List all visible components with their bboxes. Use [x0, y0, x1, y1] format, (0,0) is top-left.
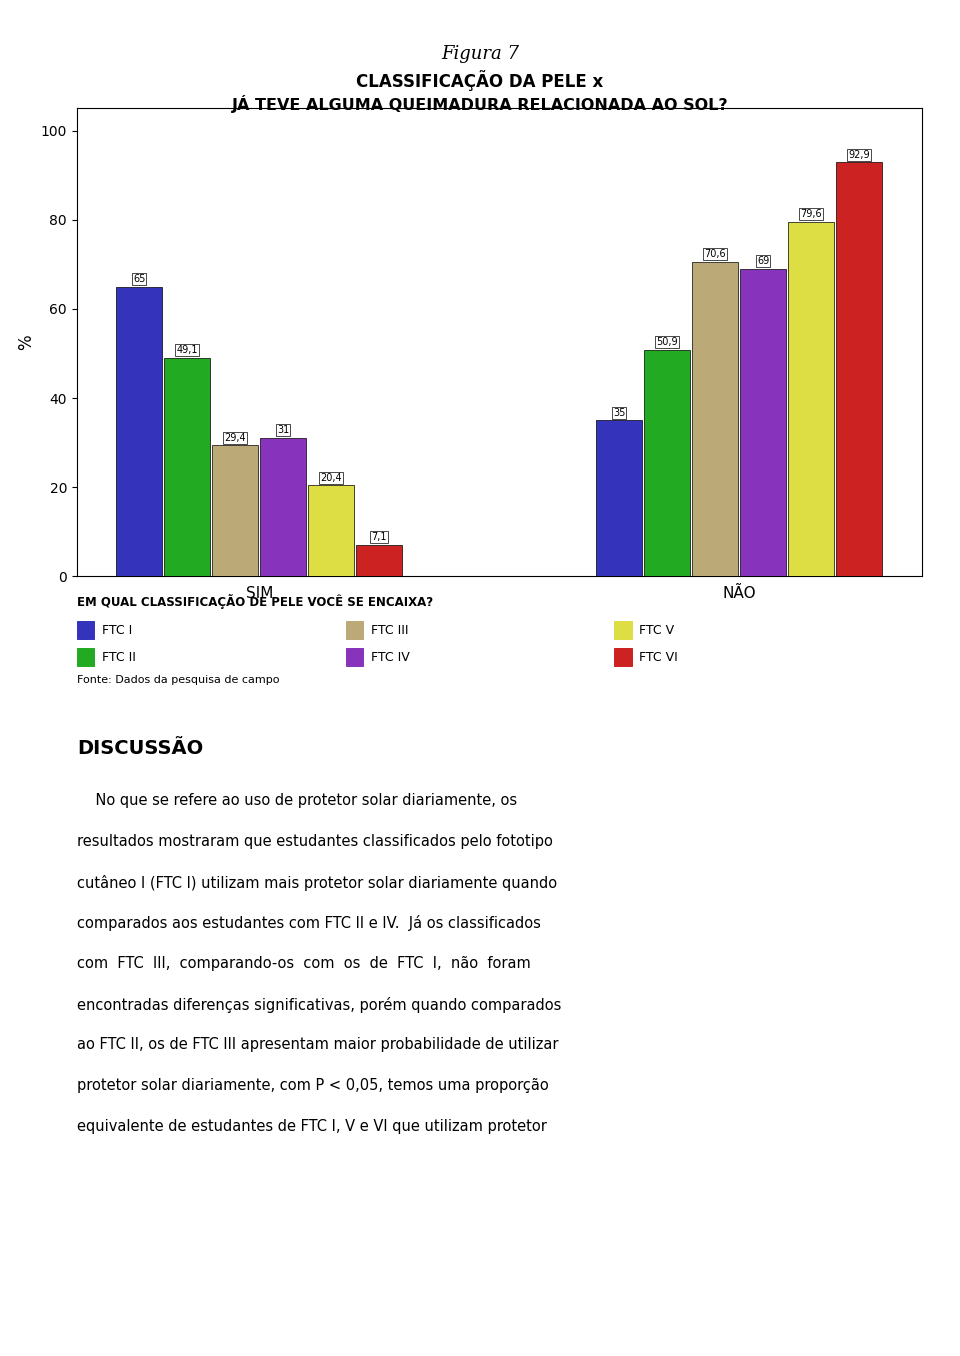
Text: FTC III: FTC III [371, 624, 408, 637]
Text: EM QUAL CLASSIFICAÇÃO DE PELE VOCÊ SE ENCAIXA?: EM QUAL CLASSIFICAÇÃO DE PELE VOCÊ SE EN… [77, 594, 433, 609]
Text: 35: 35 [613, 408, 625, 418]
Text: 7,1: 7,1 [372, 532, 387, 542]
Text: 29,4: 29,4 [225, 433, 246, 442]
Text: CLASSIFICAÇÃO DA PELE x: CLASSIFICAÇÃO DA PELE x [356, 71, 604, 91]
Text: Figura 7: Figura 7 [441, 45, 519, 62]
Text: JÁ TEVE ALGUMA QUEIMADURA RELACIONADA AO SOL?: JÁ TEVE ALGUMA QUEIMADURA RELACIONADA AO… [231, 95, 729, 113]
Bar [116, 286, 162, 576]
Bar [164, 358, 210, 576]
Text: equivalente de estudantes de FTC I, V e VI que utilizam protetor: equivalente de estudantes de FTC I, V e … [77, 1119, 546, 1134]
Bar [836, 163, 882, 576]
Bar [308, 485, 354, 576]
Text: 49: 49 [831, 1325, 853, 1341]
Text: No que se refere ao uso de protetor solar diariamente, os: No que se refere ao uso de protetor sola… [77, 793, 516, 808]
Text: ao FTC II, os de FTC III apresentam maior probabilidade de utilizar: ao FTC II, os de FTC III apresentam maio… [77, 1037, 559, 1052]
Bar [212, 445, 258, 576]
Text: 65: 65 [133, 274, 145, 283]
Text: 69: 69 [757, 256, 769, 266]
Text: Fonte: Dados da pesquisa de campo: Fonte: Dados da pesquisa de campo [77, 675, 279, 685]
Text: 79,6: 79,6 [801, 209, 822, 218]
Bar [356, 545, 402, 576]
Text: FTC VI: FTC VI [639, 651, 678, 664]
Text: com  FTC  III,  comparando-os  com  os  de  FTC  I,  não  foram: com FTC III, comparando-os com os de FTC… [77, 956, 531, 971]
Bar [644, 350, 690, 576]
Text: 92,9: 92,9 [849, 149, 870, 160]
Text: protetor solar diariamente, com P < 0,05, temos uma proporção: protetor solar diariamente, com P < 0,05… [77, 1078, 548, 1093]
Bar [788, 221, 834, 576]
Text: FTC V: FTC V [639, 624, 675, 637]
Text: FTC II: FTC II [102, 651, 135, 664]
Text: comparados aos estudantes com FTC II e IV.  Já os classificados: comparados aos estudantes com FTC II e I… [77, 915, 540, 932]
Text: resultados mostraram que estudantes classificados pelo fototipo: resultados mostraram que estudantes clas… [77, 834, 553, 849]
Text: 31: 31 [277, 426, 289, 435]
Y-axis label: %: % [17, 335, 36, 350]
Text: FTC I: FTC I [102, 624, 132, 637]
Text: 70,6: 70,6 [705, 250, 726, 259]
Bar [260, 438, 306, 576]
Text: DISCUSSÃO: DISCUSSÃO [77, 739, 204, 758]
Text: 50,9: 50,9 [657, 336, 678, 347]
Text: cutâneo I (FTC I) utilizam mais protetor solar diariamente quando: cutâneo I (FTC I) utilizam mais protetor… [77, 875, 557, 891]
Bar [740, 268, 786, 576]
Bar [692, 262, 738, 576]
Text: 49,1: 49,1 [177, 344, 198, 355]
Text: 20,4: 20,4 [321, 473, 342, 483]
Text: FTC IV: FTC IV [371, 651, 409, 664]
Bar [596, 420, 642, 576]
Text: encontradas diferenças significativas, porém quando comparados: encontradas diferenças significativas, p… [77, 997, 562, 1013]
